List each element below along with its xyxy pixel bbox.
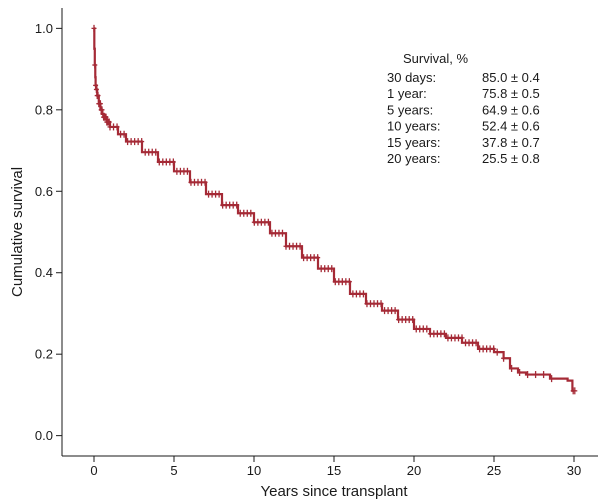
x-tick-label: 20	[407, 463, 421, 478]
y-tick-label: 0.8	[35, 102, 53, 117]
legend-row-value: 64.9 ± 0.6	[482, 102, 540, 117]
x-ticks: 0 5 10 15 20 25 30	[90, 456, 581, 478]
censor-marks	[91, 24, 578, 395]
x-tick-label: 5	[170, 463, 177, 478]
axes	[61, 8, 598, 457]
legend-row-label: 1 year:	[387, 86, 427, 101]
y-tick-label: 0.6	[35, 184, 53, 199]
x-tick-label: 30	[567, 463, 581, 478]
legend-row-value: 52.4 ± 0.6	[482, 119, 540, 134]
legend-row-value: 25.5 ± 0.8	[482, 151, 540, 166]
x-tick-label: 0	[90, 463, 97, 478]
y-ticks: 0.0 0.2 0.4 0.6 0.8 1.0	[35, 21, 62, 443]
legend-row-label: 20 years:	[387, 151, 440, 166]
y-tick-label: 0.2	[35, 347, 53, 362]
x-tick-label: 15	[327, 463, 341, 478]
survival-legend: Survival, % 30 days: 85.0 ± 0.4 1 year: 75.…	[387, 51, 540, 166]
legend-row-label: 5 years:	[387, 102, 433, 117]
x-tick-label: 25	[487, 463, 501, 478]
x-axis-title: Years since transplant	[260, 483, 408, 500]
legend-row-value: 75.8 ± 0.5	[482, 86, 540, 101]
legend-row-label: 30 days:	[387, 70, 436, 85]
series-layer	[91, 24, 578, 395]
legend-row-value: 37.8 ± 0.7	[482, 135, 540, 150]
legend-heading: Survival, %	[403, 51, 468, 66]
x-tick-label: 10	[247, 463, 261, 478]
y-tick-label: 1.0	[35, 21, 53, 36]
legend-row-value: 85.0 ± 0.4	[482, 70, 540, 85]
y-tick-label: 0.0	[35, 428, 53, 443]
legend-row-label: 10 years:	[387, 119, 440, 134]
y-axis-title: Cumulative survival	[9, 167, 26, 297]
legend-rows: 30 days: 85.0 ± 0.4 1 year: 75.8 ± 0.5 5 yea…	[387, 70, 540, 166]
legend-row-label: 15 years:	[387, 135, 440, 150]
y-tick-label: 0.4	[35, 265, 53, 280]
